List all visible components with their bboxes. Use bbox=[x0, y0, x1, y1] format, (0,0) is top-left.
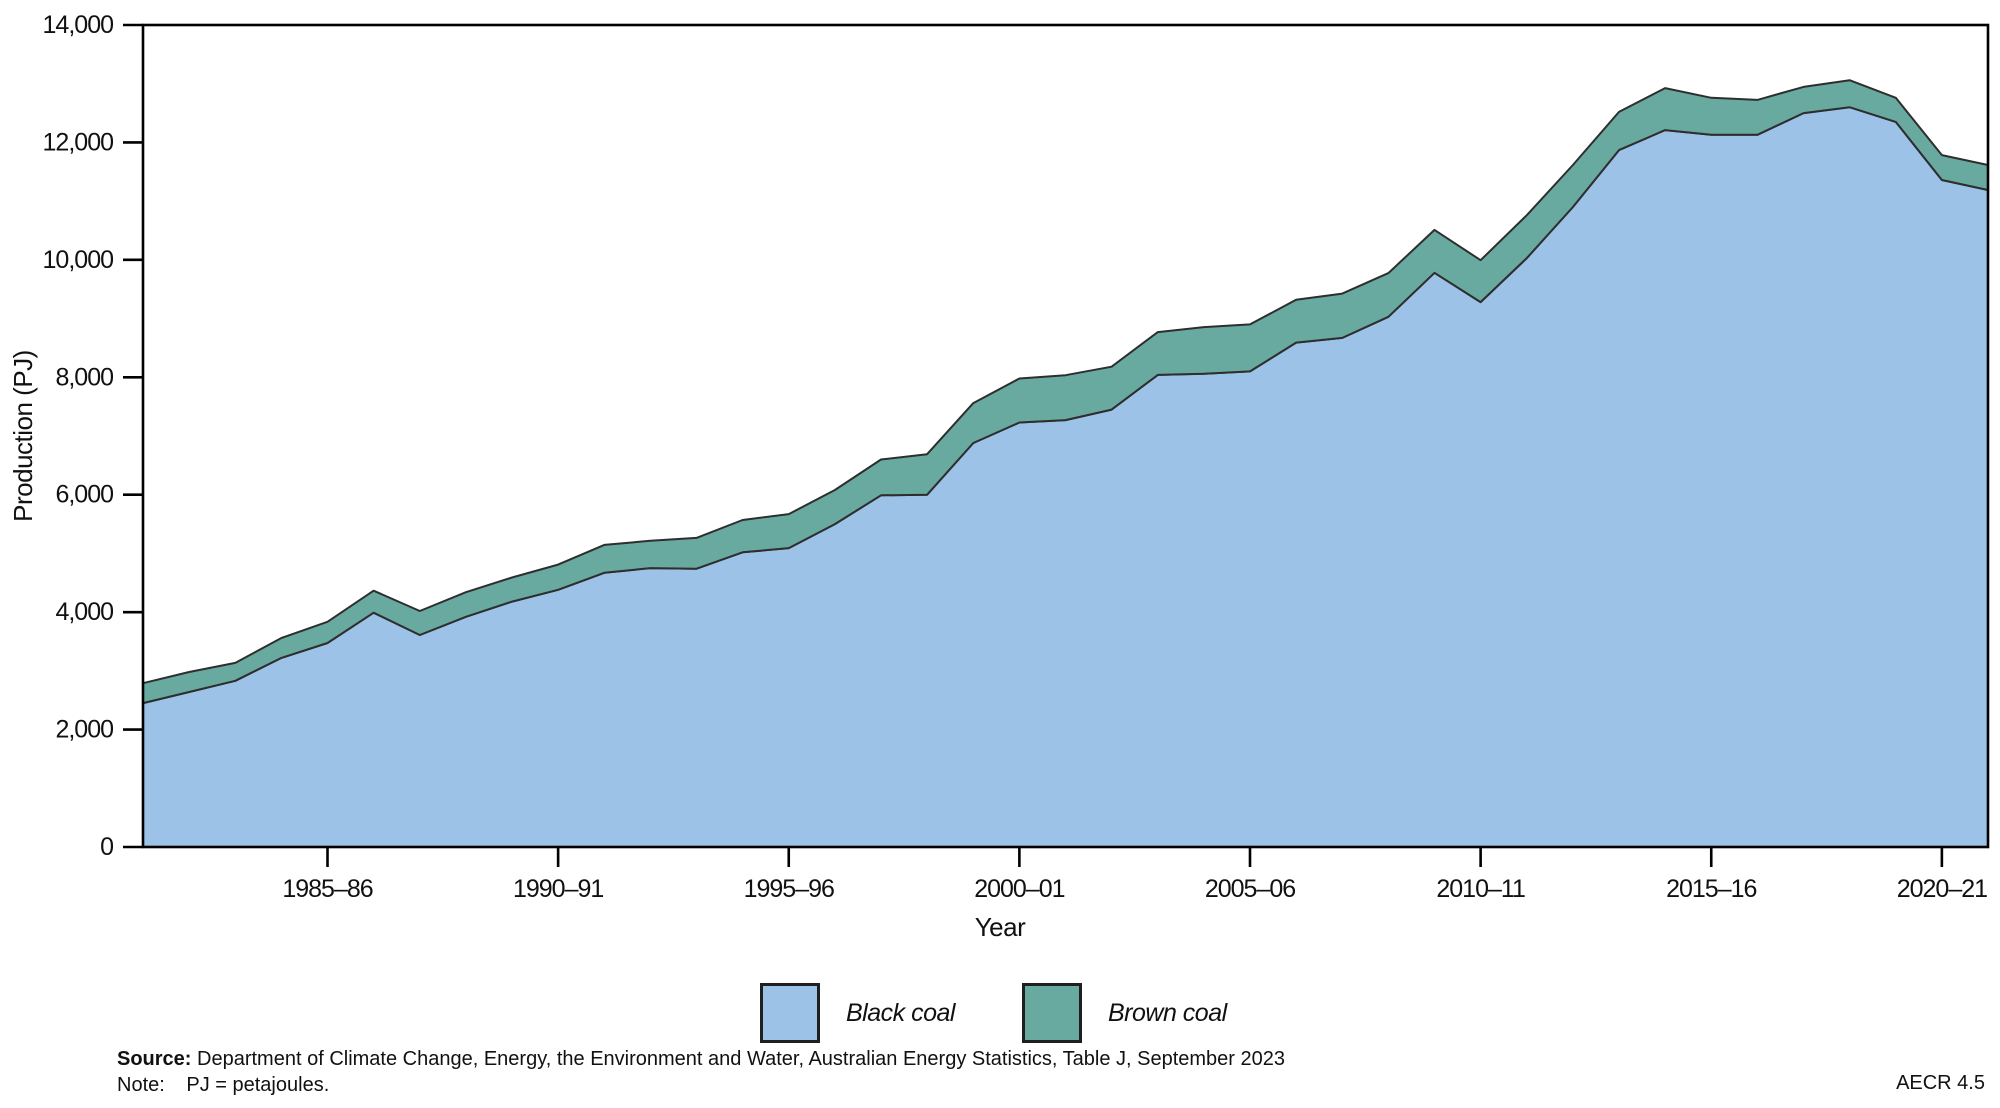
area-series bbox=[142, 79, 1989, 848]
source-label: Source: bbox=[117, 1048, 192, 1070]
x-tick-label: 2005–06 bbox=[1205, 875, 1295, 903]
y-tick-label: 2,000 bbox=[55, 716, 113, 744]
y-axis-ticks: 0 2,000 4,000 6,000 8,000 10,000 12,000 14,000 bbox=[43, 11, 143, 861]
coal-production-area-chart: 0 2,000 4,000 6,000 8,000 10,000 12,000 14,000 1… bbox=[8, 11, 1990, 942]
y-axis-title: Production (PJ) bbox=[8, 350, 38, 522]
note-text: PJ = petajoules. bbox=[186, 1074, 330, 1096]
x-tick-label: 1985–86 bbox=[282, 875, 372, 903]
y-tick-label: 8,000 bbox=[55, 363, 113, 391]
x-tick-label: 1990–91 bbox=[513, 875, 603, 903]
legend-swatch-black-coal bbox=[760, 983, 820, 1043]
y-tick-label: 14,000 bbox=[43, 11, 114, 39]
y-tick-label: 0 bbox=[100, 833, 113, 861]
legend-swatch-brown-coal bbox=[1022, 983, 1082, 1043]
x-tick-label: 2010–11 bbox=[1436, 875, 1525, 903]
chart-layers: 0 2,000 4,000 6,000 8,000 10,000 12,000 14,000 1… bbox=[43, 11, 1990, 903]
x-tick-label: 1995–96 bbox=[744, 875, 834, 903]
note-label: Note: bbox=[117, 1074, 165, 1096]
x-tick-label: 2020–21 bbox=[1897, 875, 1987, 903]
y-tick-label: 6,000 bbox=[55, 481, 113, 509]
legend-label-brown-coal: Brown coal bbox=[1108, 998, 1227, 1027]
axes: 0 2,000 4,000 6,000 8,000 10,000 12,000 14,000 1… bbox=[43, 11, 1990, 903]
report-code: AECR 4.5 bbox=[1896, 1072, 1985, 1094]
legend-label-black-coal: Black coal bbox=[846, 998, 955, 1027]
black-coal-area bbox=[142, 106, 1989, 848]
x-axis-title: Year bbox=[975, 912, 1026, 942]
x-tick-label: 2000–01 bbox=[974, 875, 1064, 903]
y-tick-label: 4,000 bbox=[55, 598, 113, 626]
y-tick-label: 12,000 bbox=[43, 128, 114, 156]
y-tick-label: 10,000 bbox=[43, 246, 114, 274]
x-axis-ticks: 1985–86 1990–91 1995–96 2000–01 2005–06 2010–… bbox=[282, 847, 1988, 903]
source-text: Department of Climate Change, Energy, th… bbox=[197, 1048, 1286, 1070]
plot-frame bbox=[141, 23, 1990, 849]
footer-source: Source: Department of Climate Change, En… bbox=[117, 1048, 1285, 1071]
x-tick-label: 2015–16 bbox=[1666, 875, 1756, 903]
footer-note: Note: PJ = petajoules. bbox=[117, 1074, 329, 1097]
